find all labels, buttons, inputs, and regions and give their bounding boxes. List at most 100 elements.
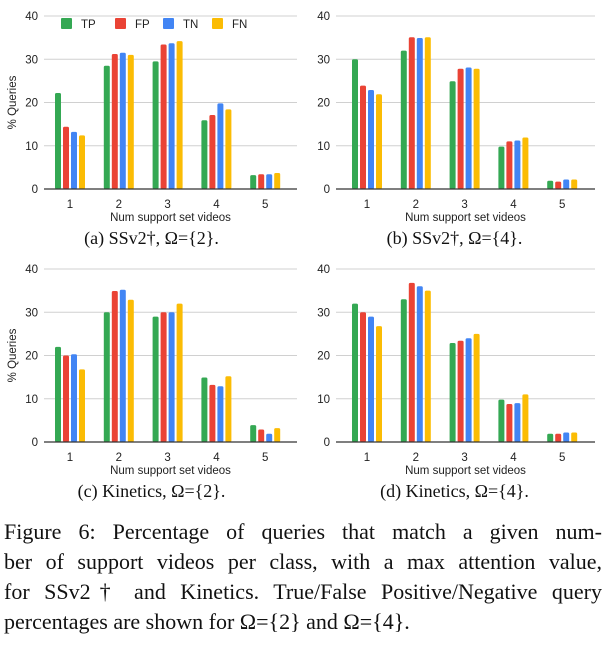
subfigure-caption: (b) SSv2†, Ω={4}. (386, 228, 523, 248)
bar-fp (555, 433, 562, 442)
bar-tn (266, 174, 273, 189)
x-tick-label: 2 (413, 199, 419, 211)
legend-swatch-tn (163, 18, 174, 29)
y-tick-label: 40 (317, 264, 330, 276)
x-axis-label: Num support set videos (110, 212, 231, 224)
bar-fp (555, 181, 562, 189)
legend-label: FN (232, 19, 247, 31)
bar-fn (376, 94, 382, 189)
bar-tn (217, 386, 224, 442)
x-tick-label: 1 (364, 452, 370, 464)
legend-label: FP (135, 19, 150, 31)
y-tick-label: 30 (317, 307, 330, 319)
bar-fn (571, 432, 578, 442)
bar-tp (547, 180, 554, 189)
y-tick-label: 10 (25, 141, 38, 153)
bar-fn (274, 428, 281, 442)
bar-tn (168, 312, 175, 442)
bar-tp (103, 65, 110, 189)
bar-tn (416, 38, 423, 190)
bar-tn (514, 403, 521, 442)
subfigure-caption: (d) Kinetics, Ω={4}. (380, 481, 529, 501)
bar-tn (217, 103, 224, 189)
bar-fn (225, 376, 232, 442)
x-tick-label: 3 (461, 199, 467, 211)
y-tick-label: 0 (324, 437, 330, 449)
y-tick-label: 20 (317, 98, 330, 110)
x-axis-label: Num support set videos (110, 465, 231, 477)
bar-tp (201, 120, 208, 189)
y-tick-label: 30 (317, 54, 330, 66)
bar-fp (111, 54, 118, 190)
bar-tn (119, 52, 126, 190)
bar-tn (368, 89, 374, 189)
subfigure-caption: (a) SSv2†, Ω={2}. (84, 228, 219, 248)
y-tick-label: 0 (32, 184, 38, 196)
bar-tn (368, 316, 374, 442)
bar-fn (274, 172, 281, 189)
bar-fp (457, 68, 464, 189)
bar-fp (457, 340, 464, 442)
bar-tn (465, 338, 472, 442)
chart-svg: 0 10 20 30 40 1 2 3 4 5 Num support set videos % Qu… (7, 11, 297, 224)
chart-a: (a) SSv2†, Ω={2}. 0 10 20 30 40 1 2 3 4 5 Num supp… (0, 0, 303, 255)
caption-line: for SSv2† and Kinetics. True/False Posit… (4, 579, 602, 604)
x-tick-label: 4 (510, 452, 517, 464)
legend-label: TN (183, 19, 198, 31)
x-tick-label: 1 (67, 199, 73, 211)
bar-tp (250, 425, 257, 442)
bar-fn (473, 68, 480, 189)
x-tick-label: 5 (262, 199, 268, 211)
bar-tp (55, 92, 61, 189)
bar-tp (498, 399, 505, 442)
bar-fp (360, 85, 366, 189)
bar-fn (176, 41, 183, 190)
bar-fp (63, 126, 69, 189)
bar-fn (571, 179, 578, 189)
caption-line: Figure 6: Percentage of queries that mat… (4, 519, 602, 544)
bar-tn (563, 432, 570, 442)
bar-tp (547, 433, 554, 442)
bar-fp (408, 282, 415, 442)
chart-svg: 0 10 20 30 40 1 2 3 4 5 Num support set videos (317, 264, 595, 477)
bar-fn (176, 303, 183, 442)
bar-tn (563, 179, 570, 189)
legend-swatch-tp (61, 18, 72, 29)
x-tick-label: 5 (559, 452, 565, 464)
y-tick-label: 10 (317, 394, 330, 406)
bar-fp (506, 403, 513, 442)
bar-tn (416, 286, 423, 442)
bar-tp (152, 61, 159, 189)
x-tick-label: 2 (116, 452, 122, 464)
bar-fn (424, 37, 431, 189)
bar-fp (408, 37, 415, 189)
legend-swatch-fp (115, 18, 126, 29)
y-tick-label: 20 (317, 351, 330, 363)
bar-tp (152, 316, 159, 442)
caption-line: ber of support videos per class, with a … (4, 549, 602, 574)
chart-c: (c) Kinetics, Ω={2}. 0 10 20 30 40 1 2 3 4 5 Num s… (0, 253, 303, 508)
x-tick-label: 4 (213, 199, 220, 211)
bar-tp (449, 342, 456, 442)
x-tick-label: 3 (164, 199, 170, 211)
bar-fn (376, 326, 382, 442)
chart-b: (b) SSv2†, Ω={4}. 0 10 20 30 40 1 2 3 4 5 Num supp… (303, 0, 606, 255)
bar-tn (514, 140, 521, 189)
bar-fp (160, 44, 167, 189)
bar-tn (71, 131, 77, 189)
y-tick-label: 30 (25, 54, 38, 66)
bar-tp (250, 175, 257, 189)
x-tick-label: 2 (413, 452, 419, 464)
bar-fn (225, 109, 232, 189)
bar-fp (209, 115, 216, 189)
bar-tp (498, 146, 505, 189)
bar-fn (522, 394, 529, 442)
y-tick-label: 20 (25, 351, 38, 363)
legend-label: TP (81, 19, 96, 31)
bar-tp (400, 299, 407, 442)
bar-fn (127, 54, 134, 189)
bar-tp (103, 312, 110, 442)
chart-d: (d) Kinetics, Ω={4}. 0 10 20 30 40 1 2 3 4 5 Num s… (303, 253, 606, 508)
bar-tp (201, 377, 208, 442)
bar-fp (111, 291, 118, 442)
